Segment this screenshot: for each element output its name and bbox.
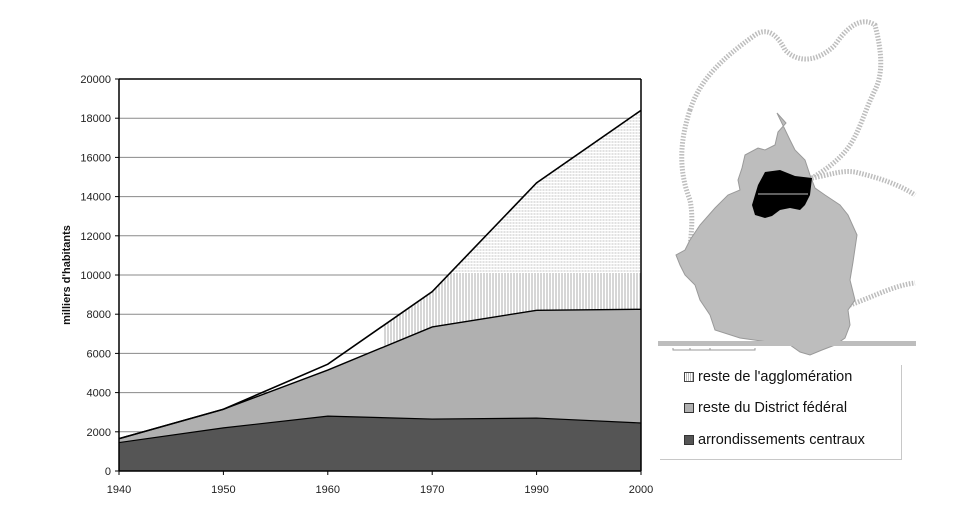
y-tick-label: 14000 [80,192,111,204]
line-central [119,415,641,444]
legend: reste de l'agglomération reste du Distri… [660,365,902,460]
legend-item-reste-district-federal: reste du District fédéral [684,400,847,416]
y-tick-label: 16000 [80,152,111,164]
y-tick-label: 12000 [80,231,111,243]
y-tick-label: 6000 [87,348,111,360]
area-reste-district-federal [119,309,641,443]
legend-swatch-light-grey [684,403,694,413]
y-tick-label: 0 [105,466,111,478]
federal-district-shape [675,112,858,356]
x-tick-label: 2000 [629,484,653,496]
area-arrondissements-centraux [119,416,641,471]
legend-label: reste de l'agglomération [698,369,853,385]
map-scale-band [658,341,916,346]
y-tick-label: 18000 [80,113,111,125]
legend-label: reste du District fédéral [698,400,848,416]
area-reste-agglomeration-vertical [383,273,641,348]
map-inset [658,19,917,356]
legend-label: arrondissements centraux [698,432,865,448]
x-axis-ticks: 1940 1950 1960 1970 1990 2000 [107,471,653,496]
y-tick-label: 10000 [80,270,111,282]
agglomeration-boundary [679,19,917,311]
legend-item-reste-agglomeration: reste de l'agglomération [684,369,852,385]
line-district-federal [119,308,641,440]
y-axis-label: milliers d'habitants [61,225,73,325]
x-tick-label: 1940 [107,484,131,496]
area-reste-agglomeration-horizontal [450,110,641,273]
y-axis-ticks: 0 2000 4000 6000 8000 10000 12000 14000 16000 180… [80,74,119,478]
x-tick-label: 1970 [420,484,444,496]
y-tick-label: 2000 [87,427,111,439]
map-scale-bar [672,348,756,351]
x-tick-label: 1950 [211,484,235,496]
y-tick-label: 20000 [80,74,111,86]
y-tick-label: 4000 [87,388,111,400]
x-tick-label: 1990 [524,484,548,496]
legend-swatch-dark-grey [684,435,694,445]
legend-swatch-hatched [684,372,694,382]
x-tick-label: 1960 [316,484,340,496]
y-tick-label: 8000 [87,309,111,321]
legend-item-arrondissements-centraux: arrondissements centraux [684,432,865,448]
